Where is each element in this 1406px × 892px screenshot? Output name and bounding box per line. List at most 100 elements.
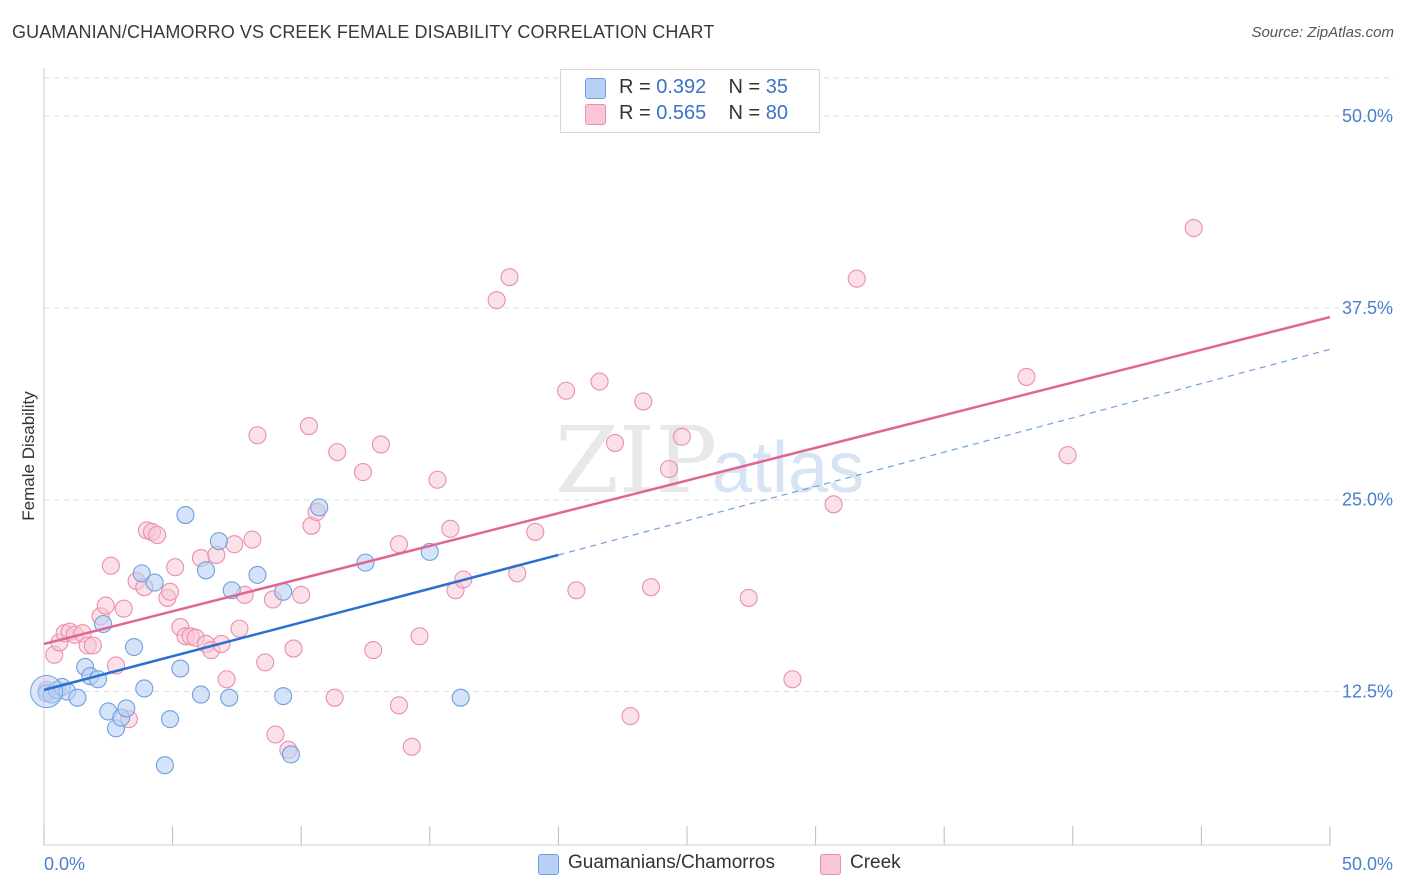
creek-point [441, 519, 460, 538]
creek-point [243, 530, 262, 549]
legend-r-value: 0.392 [656, 76, 707, 98]
creek-point [328, 443, 347, 462]
guamanian-point [281, 745, 300, 764]
creek-point [621, 707, 640, 726]
legend-r-label: R = [619, 76, 651, 98]
creek-point [847, 269, 866, 288]
creek-point [225, 535, 244, 554]
creek-point [739, 588, 758, 607]
guamanian-point [248, 565, 267, 584]
creek-point [83, 636, 102, 655]
guamanian-point [451, 688, 470, 707]
creek-point [672, 427, 691, 446]
legend-n-label: N = [728, 102, 761, 124]
guamanian-point [209, 532, 228, 551]
creek-point [256, 653, 275, 672]
creek-point [217, 670, 236, 689]
legend-n-value: 35 [765, 76, 789, 98]
bottom-legend-label-guamanian: Guamanians/Chamorros [568, 852, 775, 873]
x-tick-label: 0.0% [44, 854, 85, 874]
creek-point [590, 372, 609, 391]
creek-point [299, 416, 318, 436]
creek-point [557, 381, 576, 400]
creek-point [641, 578, 661, 597]
guamanian-point [196, 561, 216, 580]
guamanian-point [68, 688, 87, 707]
creek-point [389, 696, 408, 715]
legend-r-value: 0.565 [656, 102, 707, 124]
guamanian-trend-line [43, 553, 559, 692]
guamanian-trend-extension [558, 348, 1331, 556]
creek-point [284, 639, 303, 658]
creek-point [248, 426, 267, 445]
guamanian-point [135, 679, 154, 698]
creek-point [266, 725, 285, 744]
guamanian-point [145, 573, 164, 592]
creek-point [1017, 367, 1036, 386]
creek-point [160, 582, 180, 601]
guamanian-cluster-point [30, 675, 64, 709]
y-tick-label: 50.0% [1342, 106, 1393, 126]
guamanian-point [274, 687, 293, 706]
creek-point [402, 737, 421, 756]
creek-point [634, 392, 653, 411]
y-tick-label: 12.5% [1342, 682, 1393, 702]
bottom-legend-label-creek: Creek [850, 852, 901, 873]
source-label: Source: ZipAtlas.com [1251, 24, 1394, 41]
creek-point [824, 495, 843, 514]
y-tick-label: 25.0% [1342, 490, 1393, 510]
creek-point [148, 525, 167, 545]
y-axis-label: Female Disability [19, 391, 38, 521]
creek-point [1184, 219, 1203, 238]
y-tick-labels: 12.5% 25.0% 37.5% 50.0% [1342, 106, 1393, 701]
y-tick-label: 37.5% [1342, 298, 1393, 318]
trend-lines [43, 315, 1331, 692]
guamanian-point [191, 685, 210, 704]
legend-r-label: R = [619, 102, 651, 124]
creek-point [292, 585, 311, 604]
creek-point [783, 670, 802, 689]
watermark-zip: ZIP [555, 407, 717, 514]
guamanian-point [176, 505, 195, 525]
creek-point [500, 268, 519, 287]
creek-point [101, 556, 120, 575]
bottom-legend-swatch-blue [538, 854, 559, 875]
legend-n-value: 80 [765, 102, 789, 124]
creek-point [364, 641, 383, 660]
guamanian-point [117, 699, 136, 718]
legend-swatch-pink [585, 104, 606, 125]
x-tick-labels: 0.0% 50.0% [44, 854, 1393, 874]
guamanian-points [30, 498, 470, 775]
creek-point [325, 688, 344, 707]
creek-point [230, 619, 249, 638]
guamanian-point [132, 564, 151, 583]
guamanian-point [160, 710, 180, 729]
guamanian-point [155, 756, 174, 775]
creek-point [659, 459, 679, 479]
creek-point [487, 291, 506, 310]
creek-point [96, 596, 115, 615]
creek-point [605, 433, 625, 452]
creek-points [37, 219, 1203, 759]
creek-point [428, 470, 447, 489]
guamanian-point [220, 688, 239, 707]
guamanian-point [171, 659, 190, 678]
creek-point [353, 463, 372, 482]
creek-point [114, 599, 133, 618]
legend-n-label: N = [728, 76, 761, 98]
creek-point [567, 581, 586, 600]
legend-swatch-blue [585, 78, 606, 99]
guamanian-point [310, 498, 329, 517]
creek-point [410, 627, 429, 646]
bottom-legend-swatch-pink [820, 854, 841, 875]
creek-trend-line [43, 315, 1331, 646]
creek-point [371, 435, 390, 454]
creek-point [389, 535, 408, 554]
stats-legend: R = 0.392 N = 35 R = 0.565 N = 80 [560, 69, 820, 133]
chart-title: GUAMANIAN/CHAMORRO VS CREEK FEMALE DISAB… [12, 22, 715, 42]
creek-point [526, 522, 545, 541]
guamanian-point [124, 637, 144, 657]
axes [43, 68, 1331, 846]
creek-point [1058, 446, 1077, 465]
